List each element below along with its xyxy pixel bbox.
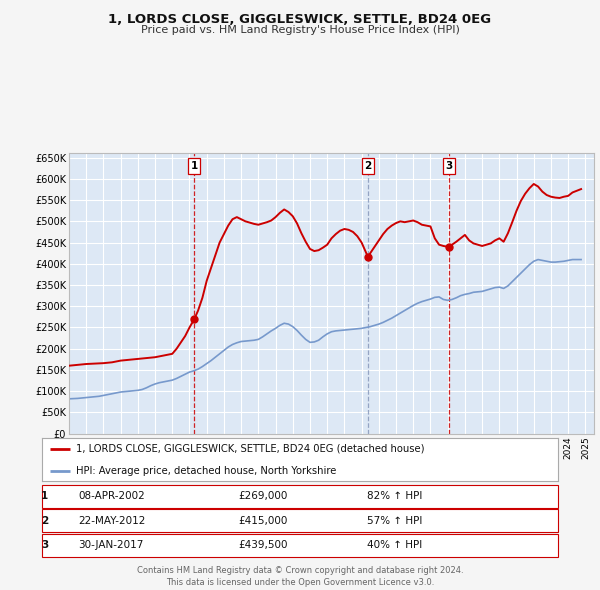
Text: 1, LORDS CLOSE, GIGGLESWICK, SETTLE, BD24 0EG: 1, LORDS CLOSE, GIGGLESWICK, SETTLE, BD2… [109,13,491,26]
Text: 1, LORDS CLOSE, GIGGLESWICK, SETTLE, BD24 0EG (detached house): 1, LORDS CLOSE, GIGGLESWICK, SETTLE, BD2… [76,444,424,454]
Text: 08-APR-2002: 08-APR-2002 [78,491,145,501]
Text: 3: 3 [445,161,452,171]
Text: £415,000: £415,000 [238,516,287,526]
Text: 82% ↑ HPI: 82% ↑ HPI [367,491,422,501]
Text: HPI: Average price, detached house, North Yorkshire: HPI: Average price, detached house, Nort… [76,466,336,476]
Text: £439,500: £439,500 [238,540,287,550]
FancyBboxPatch shape [42,509,558,532]
Text: Contains HM Land Registry data © Crown copyright and database right 2024.
This d: Contains HM Land Registry data © Crown c… [137,566,463,587]
Text: 30-JAN-2017: 30-JAN-2017 [78,540,143,550]
Text: 22-MAY-2012: 22-MAY-2012 [78,516,145,526]
Text: 1: 1 [41,491,48,501]
Text: 40% ↑ HPI: 40% ↑ HPI [367,540,422,550]
Text: 2: 2 [41,516,48,526]
Text: 2: 2 [365,161,372,171]
Text: £269,000: £269,000 [238,491,287,501]
FancyBboxPatch shape [42,484,558,507]
FancyBboxPatch shape [42,534,558,557]
Text: 57% ↑ HPI: 57% ↑ HPI [367,516,422,526]
Text: Price paid vs. HM Land Registry's House Price Index (HPI): Price paid vs. HM Land Registry's House … [140,25,460,35]
Text: 1: 1 [191,161,198,171]
Text: 3: 3 [41,540,48,550]
